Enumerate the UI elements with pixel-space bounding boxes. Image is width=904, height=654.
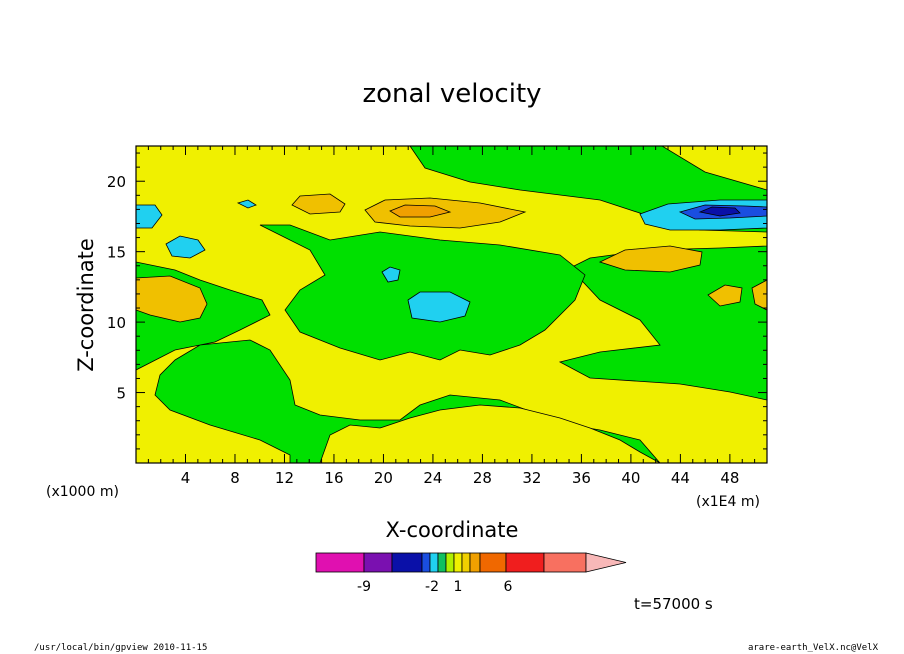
x-tick-label: 32 (522, 469, 541, 487)
x-tick-label: 28 (473, 469, 492, 487)
colorbar-segment (543, 552, 587, 573)
x-tick-label: 12 (275, 469, 294, 487)
field-orange-patch-5 (707, 284, 743, 307)
field-cyan-patch-3 (165, 235, 206, 259)
x-tick-label: 36 (572, 469, 591, 487)
x-tick-label: 20 (374, 469, 393, 487)
colorbar-segment (421, 552, 431, 573)
field-orange-patch-6 (751, 279, 767, 311)
x-tick-label: 48 (720, 469, 739, 487)
colorbar-segment (363, 552, 393, 573)
velocity-field (136, 146, 767, 463)
x-unit-left: (x1000 m) (46, 484, 119, 500)
x-tick-label: 4 (181, 469, 191, 487)
colorbar-segment (315, 552, 365, 573)
field-cyan-patch-6 (236, 199, 257, 209)
x-tick-label: 40 (621, 469, 640, 487)
colorbar-label: 6 (504, 579, 513, 595)
colorbar-overflow-arrow (585, 552, 627, 573)
x-tick-label: 8 (230, 469, 240, 487)
colorbar-segment (505, 552, 545, 573)
colorbar-segment (461, 552, 471, 573)
field-cyan-patch-2 (136, 204, 163, 229)
colorbar (315, 552, 627, 573)
colorbar-segment (429, 552, 439, 573)
y-axis-title: Z-coordinate (74, 238, 98, 372)
plot-frame (135, 145, 768, 464)
field-orange-patch-4 (136, 275, 208, 323)
x-axis-title: X-coordinate (386, 518, 519, 542)
y-tick-label: 15 (107, 244, 126, 262)
colorbar-label: -2 (425, 579, 439, 595)
field-yellow-lower (319, 404, 661, 463)
footer-command: /usr/local/bin/gpview 2010-11-15 (34, 643, 208, 653)
x-unit-right: (x1E4 m) (696, 494, 760, 510)
colorbar-segment (453, 552, 463, 573)
field-cyan-patch-5 (381, 266, 401, 283)
field-cyan-patch-4 (407, 291, 471, 323)
colorbar-segment (437, 552, 447, 573)
x-axis: 4 8 12 16 20 24 28 32 36 40 44 48 (147, 146, 756, 487)
time-label: t=57000 s (634, 595, 713, 613)
y-tick-label: 10 (107, 314, 126, 332)
y-tick-label: 20 (107, 173, 126, 191)
colorbar-segment (391, 552, 423, 573)
colorbar-label: 1 (454, 579, 463, 595)
y-axis: 5 10 15 20 (107, 152, 767, 450)
chart-title: zonal velocity (362, 79, 541, 109)
x-tick-label: 24 (423, 469, 442, 487)
colorbar-segment (479, 552, 507, 573)
field-orange-patch-3 (598, 245, 703, 273)
x-tick-label: 44 (671, 469, 690, 487)
field-orange-patch-2 (291, 193, 346, 215)
colorbar-segment (445, 552, 455, 573)
footer-file: arare-earth_VelX.nc@VelX (747, 643, 878, 653)
colorbar-segment (469, 552, 481, 573)
colorbar-labels: -9 -2 1 6 (357, 579, 513, 595)
colorbar-label: -9 (357, 579, 371, 595)
field-orange-core (389, 204, 452, 218)
y-tick-label: 5 (116, 385, 126, 403)
x-tick-label: 16 (324, 469, 343, 487)
field-navy-core (698, 206, 741, 217)
